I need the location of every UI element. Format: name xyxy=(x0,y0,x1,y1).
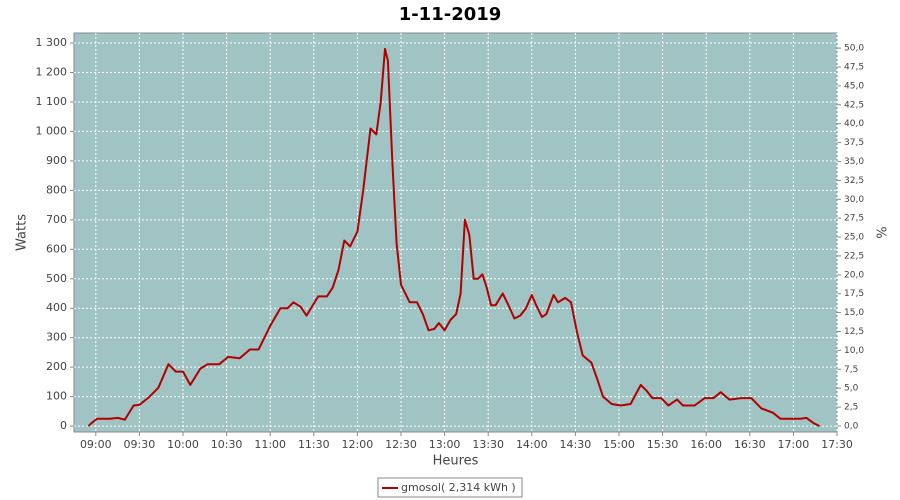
y2-tick-label: 30,0 xyxy=(844,195,864,205)
y2-tick-label: 0,0 xyxy=(844,421,859,431)
y2-tick-label: 32,5 xyxy=(844,176,864,186)
x-tick-label: 16:00 xyxy=(690,438,722,451)
y2-tick-label: 20,0 xyxy=(844,270,864,280)
x-tick-label: 14:30 xyxy=(560,438,592,451)
y2-tick-label: 35,0 xyxy=(844,157,864,167)
x-tick-label: 17:30 xyxy=(821,438,853,451)
y2-tick-label: 10,0 xyxy=(844,346,864,356)
y2-tick-label: 27,5 xyxy=(844,214,864,224)
y-tick-label: 400 xyxy=(46,301,67,314)
y-tick-label: 1 200 xyxy=(36,65,68,78)
y2-tick-label: 17,5 xyxy=(844,289,864,299)
y-tick-label: 100 xyxy=(46,390,67,403)
y2-tick-label: 45,0 xyxy=(844,81,864,91)
x-tick-label: 09:30 xyxy=(124,438,156,451)
x-tick-label: 13:00 xyxy=(429,438,461,451)
y2-tick-label: 5,0 xyxy=(844,384,859,394)
y2-tick-label: 7,5 xyxy=(844,365,858,375)
x-tick-label: 15:30 xyxy=(647,438,679,451)
legend-box xyxy=(377,477,523,498)
chart-title: 1-11-2019 xyxy=(399,4,502,25)
y2-tick-label: 22,5 xyxy=(844,251,864,261)
x-tick-label: 09:00 xyxy=(80,438,112,451)
y2-tick-label: 37,5 xyxy=(844,138,864,148)
x-tick-label: 10:30 xyxy=(211,438,243,451)
y2-tick-label: 42,5 xyxy=(844,100,864,110)
y-tick-label: 1 300 xyxy=(36,36,68,49)
x-tick-label: 12:30 xyxy=(385,438,417,451)
y2-tick-label: 50,0 xyxy=(844,44,864,54)
x-tick-label: 17:00 xyxy=(778,438,810,451)
y-axis-title: Watts xyxy=(15,214,30,251)
x-tick-label: 16:30 xyxy=(734,438,766,451)
y-tick-label: 200 xyxy=(46,360,67,373)
y2-tick-label: 40,0 xyxy=(844,119,864,129)
y-tick-label: 1 100 xyxy=(36,95,68,108)
y-tick-label: 500 xyxy=(46,272,67,285)
x-tick-label: 11:00 xyxy=(254,438,286,451)
y2-axis-title: % xyxy=(873,226,888,238)
x-tick-label: 15:00 xyxy=(603,438,635,451)
y-tick-label: 0 xyxy=(60,419,67,432)
plot-area xyxy=(73,32,838,433)
series-line xyxy=(87,47,821,427)
x-tick-label: 10:00 xyxy=(167,438,199,451)
y-tick-label: 800 xyxy=(46,183,67,196)
y-tick-label: 700 xyxy=(46,213,67,226)
x-axis-title: Heures xyxy=(433,454,479,469)
y2-tick-label: 12,5 xyxy=(844,327,864,337)
y-tick-label: 600 xyxy=(46,242,67,255)
y2-tick-label: 25,0 xyxy=(844,233,864,243)
x-tick-label: 11:30 xyxy=(298,438,330,451)
y2-tick-label: 2,5 xyxy=(844,403,858,413)
y2-tick-label: 47,5 xyxy=(844,63,864,73)
y-tick-label: 1 000 xyxy=(36,124,68,137)
y-tick-label: 900 xyxy=(46,154,67,167)
legend-label: gmosol( 2,314 kWh ) xyxy=(401,481,516,494)
x-tick-label: 14:00 xyxy=(516,438,548,451)
x-tick-label: 12:00 xyxy=(342,438,374,451)
x-tick-label: 13:30 xyxy=(472,438,504,451)
y2-tick-label: 15,0 xyxy=(844,308,864,318)
y-tick-label: 300 xyxy=(46,331,67,344)
